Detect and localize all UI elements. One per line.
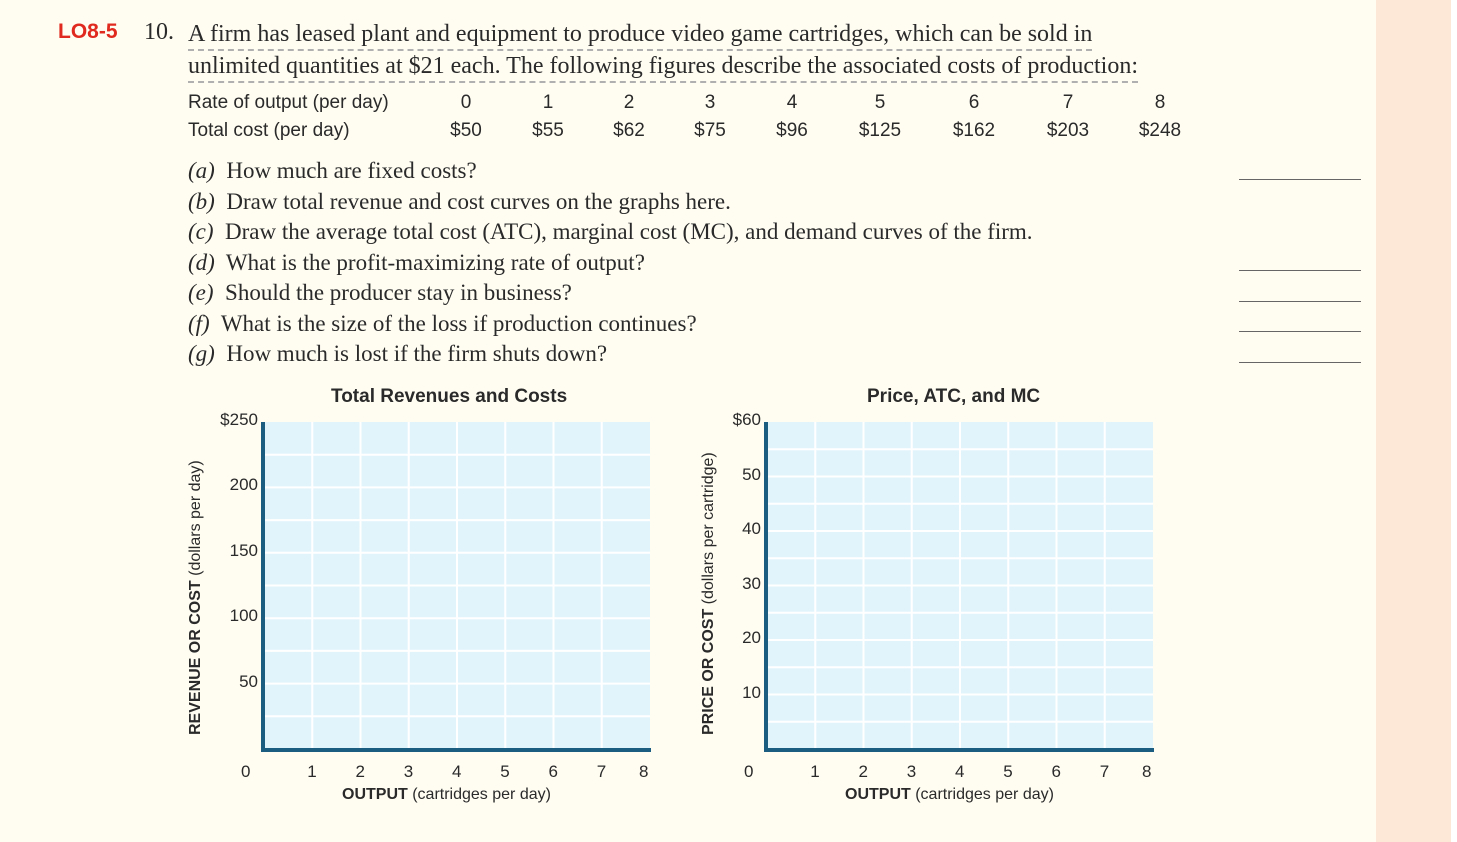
x-tick-label: 7 <box>596 762 607 781</box>
y-axis-label: PRICE OR COST (dollars per cartridge) <box>700 452 718 735</box>
table-output-cell: 0 <box>460 92 472 113</box>
table-cost-cell: $50 <box>450 120 482 141</box>
x-tick-label: 5 <box>500 762 510 781</box>
x-axis-label-bold: OUTPUT <box>845 786 911 803</box>
x-axis-label: OUTPUT (cartridges per day) <box>342 786 551 804</box>
y-tick-label: 40 <box>742 519 761 538</box>
question-text: Should the producer stay in business? <box>225 280 572 305</box>
table-cost-cell: $162 <box>952 120 996 141</box>
intro-line-2: unlimited quantities at $21 each. The fo… <box>188 51 1138 83</box>
question-item: (f) What is the size of the loss if prod… <box>188 311 697 337</box>
y-tick-label: 10 <box>742 682 761 702</box>
question-text: How much is lost if the firm shuts down? <box>226 341 608 366</box>
table-cost-cell: $75 <box>694 120 726 141</box>
x-tick-label: 4 <box>955 762 965 781</box>
learning-objective-tag: LO8-5 <box>58 20 118 43</box>
x-tick-label: 6 <box>548 762 558 781</box>
x-axis-label-rest: (cartridges per day) <box>407 786 551 803</box>
question-text: Draw the average total cost (ATC), margi… <box>225 219 1033 244</box>
table-output-cell: 8 <box>1154 92 1166 113</box>
table-cost-cell: $55 <box>532 120 564 141</box>
question-letter: (c) <box>188 219 214 244</box>
table-cost-cell: $96 <box>776 120 808 141</box>
x-tick-label: 8 <box>1142 762 1152 781</box>
table-output-cell: 4 <box>786 92 798 113</box>
question-text: Draw total revenue and cost curves on th… <box>226 188 731 214</box>
answer-line-d[interactable] <box>1239 270 1361 271</box>
x-tick-label: 1 <box>810 762 820 781</box>
question-item: (e) Should the producer stay in business… <box>188 280 572 306</box>
question-letter: (d) <box>188 249 215 275</box>
question-letter: (f) <box>188 310 210 336</box>
x-tick-label: 8 <box>639 762 649 781</box>
answer-line-f[interactable] <box>1239 331 1361 332</box>
x-tick-label: 2 <box>355 762 365 781</box>
y-tick-label: 200 <box>229 475 258 495</box>
x-tick-label: 6 <box>1051 762 1061 781</box>
x-tick-label: 0 <box>744 762 754 781</box>
table-cost-cell: $203 <box>1046 120 1090 141</box>
question-letter: (e) <box>188 280 214 305</box>
question-item: (c) Draw the average total cost (ATC), m… <box>188 219 1033 245</box>
y-tick-label: 20 <box>742 628 761 647</box>
y-axis-label-bold: PRICE OR COST <box>700 608 717 735</box>
x-axis-label-bold: OUTPUT <box>342 786 408 803</box>
x-axis-label-rest: (cartridges per day) <box>910 786 1054 803</box>
question-letter: (g) <box>188 341 215 366</box>
y-axis-label-bold: REVENUE OR COST <box>187 580 204 735</box>
y-axis-label-rest: (dollars per day) <box>187 460 204 581</box>
table-output-cell: 1 <box>542 92 554 113</box>
table-output-cell: 5 <box>874 92 886 113</box>
x-tick-label: 4 <box>452 762 462 781</box>
table-output-cell: 7 <box>1062 92 1074 113</box>
x-tick-label: 5 <box>1003 762 1013 781</box>
y-tick-label: $250 <box>220 410 258 429</box>
x-tick-label: 1 <box>307 762 317 781</box>
answer-line-e[interactable] <box>1239 301 1361 302</box>
table-row-label-cost: Total cost (per day) <box>188 120 350 141</box>
question-text: How much are fixed costs? <box>226 158 477 183</box>
question-letter: (a) <box>188 158 215 183</box>
y-tick-label: 50 <box>239 671 258 691</box>
y-tick-label: 50 <box>742 464 761 484</box>
question-text: What is the size of the loss if producti… <box>220 310 697 336</box>
y-tick-label: $60 <box>732 410 761 429</box>
x-tick-label: 0 <box>241 762 251 781</box>
x-tick-label: 3 <box>403 762 414 781</box>
table-cost-cell: $62 <box>613 120 645 141</box>
question-text: What is the profit-maximizing rate of ou… <box>225 249 645 275</box>
problem-intro: A firm has leased plant and equipment to… <box>188 19 1138 83</box>
x-tick-label: 3 <box>906 762 917 781</box>
question-item: (b) Draw total revenue and cost curves o… <box>188 189 731 215</box>
plot-area <box>764 422 1154 752</box>
y-axis-label: REVENUE OR COST (dollars per day) <box>187 460 205 735</box>
table-cost-cell: $125 <box>858 120 902 141</box>
chart-title: Total Revenues and Costs <box>331 386 568 407</box>
margin-strip <box>1376 0 1457 842</box>
x-tick-label: 2 <box>858 762 868 781</box>
problem-number: 10. <box>144 19 174 45</box>
y-tick-label: 30 <box>742 573 761 593</box>
y-tick-label: 100 <box>229 606 258 626</box>
table-output-cell: 6 <box>968 92 980 113</box>
question-letter: (b) <box>188 188 215 214</box>
plot-area <box>261 422 651 752</box>
answer-line-g[interactable] <box>1239 362 1361 363</box>
y-axis-label-rest: (dollars per cartridge) <box>700 452 717 609</box>
table-output-cell: 2 <box>623 92 635 113</box>
table-output-cell: 3 <box>704 92 716 113</box>
x-axis-label: OUTPUT (cartridges per day) <box>845 786 1054 804</box>
intro-line-1: A firm has leased plant and equipment to… <box>188 19 1093 51</box>
table-row-label-output: Rate of output (per day) <box>188 92 389 113</box>
question-item: (g) How much is lost if the firm shuts d… <box>188 341 607 367</box>
x-tick-label: 7 <box>1099 762 1110 781</box>
question-item: (d) What is the profit-maximizing rate o… <box>188 250 645 276</box>
chart-title: Price, ATC, and MC <box>867 386 1041 407</box>
question-item: (a) How much are fixed costs? <box>188 158 477 184</box>
table-cost-cell: $248 <box>1138 120 1182 141</box>
y-tick-label: 150 <box>229 540 258 560</box>
answer-line-a[interactable] <box>1239 179 1361 180</box>
